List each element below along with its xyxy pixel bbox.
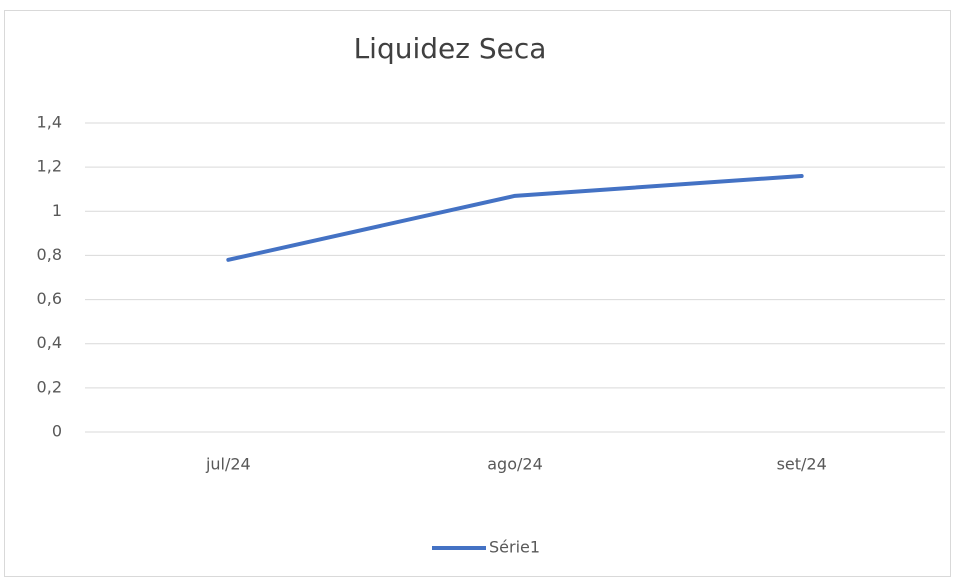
x-tick-label: ago/24 <box>487 455 543 474</box>
chart-frame <box>4 10 951 577</box>
y-tick-label: 0,6 <box>37 289 62 308</box>
legend-label: Série1 <box>489 538 540 557</box>
y-tick-label: 0,2 <box>37 377 62 396</box>
y-tick-label: 1 <box>52 201 62 220</box>
data-line <box>226 173 804 262</box>
chart-title: Liquidez Seca <box>354 32 547 65</box>
x-tick-label: jul/24 <box>205 455 251 474</box>
y-tick-label: 0,4 <box>37 333 62 352</box>
y-tick-label: 0 <box>52 422 62 441</box>
y-tick-label: 1,2 <box>37 157 62 176</box>
x-tick-label: set/24 <box>777 455 827 474</box>
y-tick-label: 0,8 <box>37 245 62 264</box>
y-tick-label: 1,4 <box>37 113 62 132</box>
